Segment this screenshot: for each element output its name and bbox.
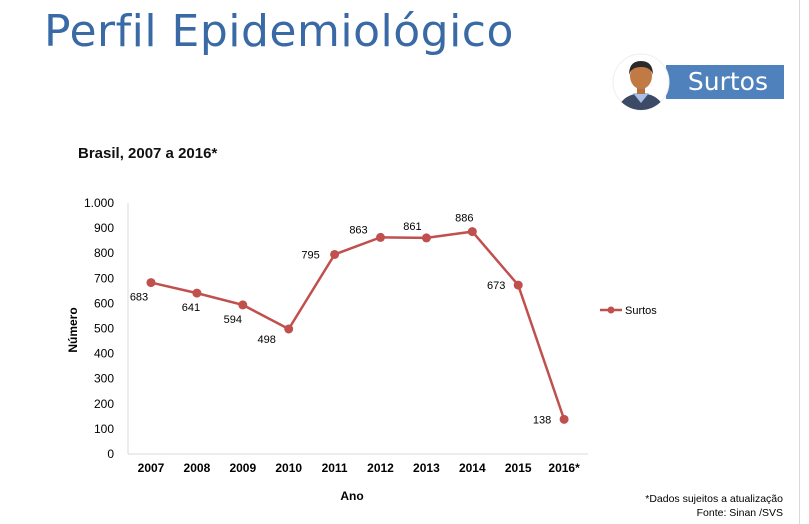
y-tick-label: 600: [94, 296, 114, 310]
data-point: [513, 280, 523, 290]
y-tick-label: 1.000: [84, 196, 114, 210]
y-axis-title: Número: [66, 307, 80, 352]
x-axis-title: Ano: [340, 489, 363, 503]
chart-title: Brasil, 2007 a 2016*: [78, 145, 218, 162]
y-tick-label: 300: [94, 372, 114, 386]
data-point: [238, 300, 248, 310]
series-line: [150, 230, 566, 420]
x-tick-label: 2008: [184, 461, 211, 475]
x-tick-label: 2015: [505, 461, 532, 475]
data-point: [330, 249, 340, 259]
x-tick-label: 2007: [138, 461, 165, 475]
data-label: 673: [487, 280, 505, 292]
data-point: [559, 414, 569, 424]
data-point: [284, 324, 294, 334]
x-tick-label: 2012: [367, 461, 394, 475]
data-label: 861: [403, 221, 421, 233]
divider: [799, 0, 800, 524]
data-label: 594: [224, 314, 242, 326]
data-point: [192, 288, 202, 298]
page-title: Perfil Epidemiológico: [44, 6, 514, 57]
data-label: 138: [533, 414, 551, 426]
footnote-source: Fonte: Sinan /SVS: [696, 507, 783, 519]
data-label: 863: [349, 224, 367, 236]
legend-label: Surtos: [625, 305, 657, 317]
y-tick-label: 100: [94, 422, 114, 436]
section-badge: Surtos: [666, 65, 784, 99]
y-tick-label: 900: [94, 221, 114, 235]
person-avatar-icon: [612, 53, 670, 111]
x-tick-label: 2011: [322, 461, 348, 475]
data-label: 498: [258, 334, 276, 346]
y-tick-label: 700: [94, 271, 114, 285]
footnote-update: *Dados sujeitos a atualização: [645, 493, 783, 505]
legend-marker: [607, 306, 615, 314]
x-tick-label: 2013: [413, 461, 440, 475]
data-label: 641: [182, 302, 200, 314]
data-label: 683: [130, 292, 148, 304]
y-tick-label: 400: [94, 347, 114, 361]
x-tick-label: 2014: [459, 461, 486, 475]
data-point: [421, 233, 431, 243]
y-tick-label: 500: [94, 322, 114, 336]
data-point: [376, 232, 385, 242]
x-tick-label: 2009: [229, 461, 256, 475]
data-label: 886: [455, 213, 473, 225]
footnote: *Dados sujeitos a atualização Fonte: Sin…: [645, 492, 783, 520]
x-tick-label: 2016*: [548, 461, 580, 475]
data-label: 795: [301, 249, 319, 261]
data-point: [146, 278, 156, 288]
y-tick-label: 200: [94, 397, 114, 411]
y-tick-label: 0: [107, 447, 114, 461]
y-tick-label: 800: [94, 246, 114, 260]
data-point: [467, 227, 477, 237]
x-tick-label: 2010: [275, 461, 302, 475]
